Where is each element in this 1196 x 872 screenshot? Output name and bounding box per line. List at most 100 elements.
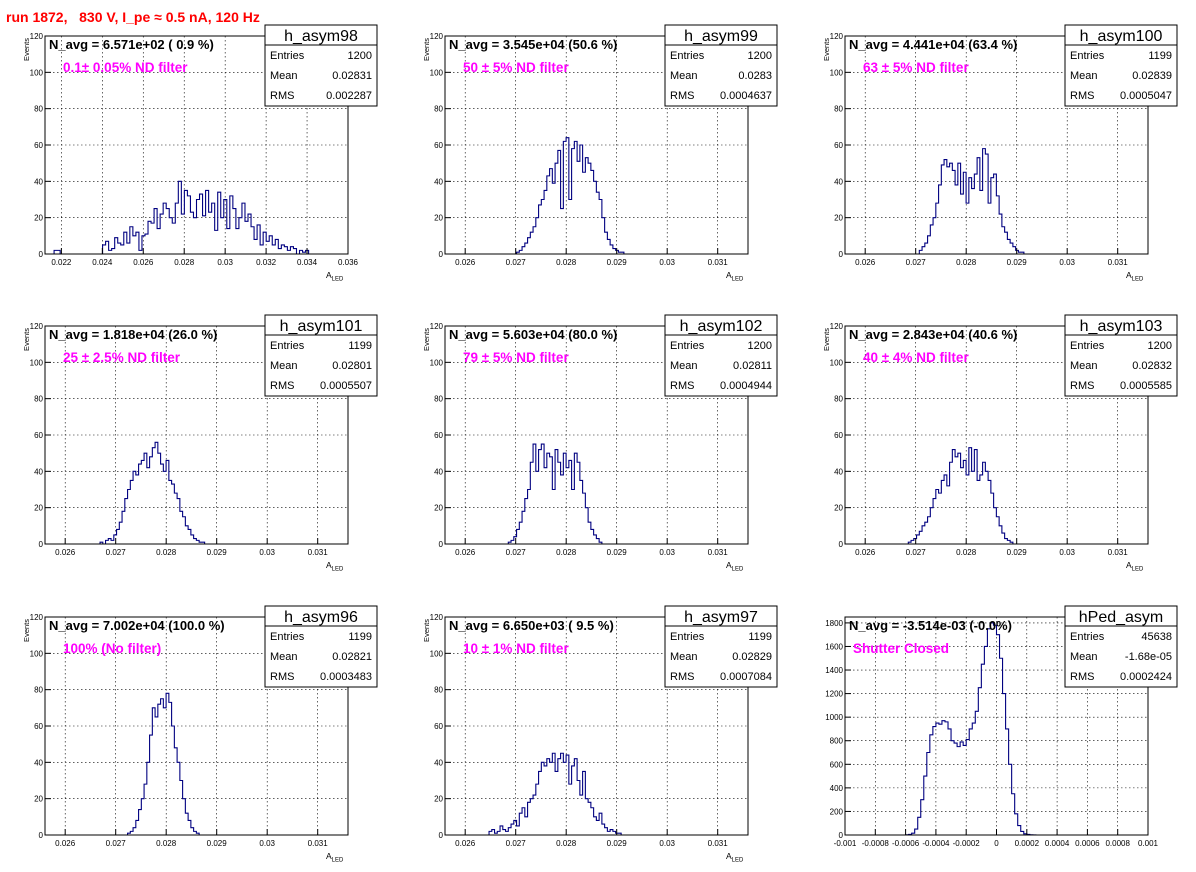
stats-value-entries: 1199: [748, 631, 772, 643]
histogram-name: h_asym101: [280, 318, 363, 335]
x-tick-label: 0.0006: [1075, 839, 1100, 848]
filter-annotation: 63 ± 5% ND filter: [863, 60, 969, 75]
histogram-series-line: [445, 752, 748, 836]
x-axis-label-subscript: LED: [1132, 277, 1144, 283]
filter-annotation: 79 ± 5% ND filter: [463, 350, 569, 365]
x-tick-label: 0.026: [855, 548, 876, 557]
y-tick-label: 0: [439, 831, 444, 840]
y-tick-label: 0: [839, 831, 844, 840]
x-tick-label: -0.0008: [862, 839, 890, 848]
stats-value-mean: 0.02801: [332, 360, 372, 372]
x-tick-label: 0.031: [308, 548, 329, 557]
histogram-name: h_asym96: [284, 609, 358, 626]
y-tick-label: 100: [430, 358, 444, 367]
stats-value-mean: 0.02811: [733, 360, 772, 372]
stats-label-mean: Mean: [270, 70, 298, 82]
stats-label-mean: Mean: [270, 360, 298, 372]
y-tick-label: 80: [434, 395, 443, 404]
x-tick-label: 0.029: [207, 839, 228, 848]
y-tick-label: 40: [34, 177, 43, 186]
navg-label: N_avg = 1.818e+04 (26.0 %): [49, 327, 217, 342]
x-tick-label: 0.028: [556, 839, 577, 848]
stats-value-mean: -1.68e-05: [1125, 651, 1172, 663]
x-tick-label: 0.029: [1007, 258, 1028, 267]
stats-value-rms: 0.0002424: [1120, 671, 1172, 683]
x-tick-label: 0.03: [1059, 258, 1075, 267]
y-tick-label: 40: [834, 467, 843, 476]
y-tick-label: 80: [834, 395, 843, 404]
navg-label: N_avg = 5.603e+04 (80.0 %): [449, 327, 617, 342]
stats-value-entries: 1200: [1148, 340, 1172, 352]
y-tick-label: 0: [439, 540, 444, 549]
x-tick-label: 0.028: [956, 548, 977, 557]
x-tick-label: 0.029: [207, 548, 228, 557]
histogram-pad-hPed_asym: -0.001 -0.0008 -0.0006 -0.0004 -0.0002 0 0.000…: [825, 605, 1178, 848]
y-tick-label: 80: [434, 686, 443, 695]
stats-label-mean: Mean: [670, 70, 698, 82]
x-tick-label: 0.028: [956, 258, 977, 267]
stats-label-rms: RMS: [270, 671, 294, 683]
y-tick-label: 100: [430, 649, 444, 658]
stats-label-rms: RMS: [270, 380, 294, 392]
x-axis-label-subscript: LED: [332, 277, 344, 283]
x-tick-label: 0.027: [906, 548, 927, 557]
histogram-pad-h_asym98: 0.022 0.024 0.026 0.028 0.03 0.032 0.034 0.036 0…: [22, 24, 378, 283]
y-tick-label: 40: [434, 177, 443, 186]
x-tick-label: -0.0004: [922, 839, 950, 848]
x-axis-label: ALED: [326, 560, 344, 573]
x-tick-label: 0.03: [659, 548, 675, 557]
y-tick-label: 1600: [825, 642, 843, 651]
x-tick-label: 0.027: [106, 839, 127, 848]
y-tick-label: 80: [34, 395, 43, 404]
y-axis-label: Events: [22, 619, 31, 642]
histogram-series-line: [845, 148, 1148, 255]
y-tick-label: 40: [34, 467, 43, 476]
y-tick-label: 20: [434, 214, 443, 223]
y-tick-label: 600: [830, 760, 844, 769]
y-tick-label: 400: [830, 784, 844, 793]
histogram-series-line: [445, 443, 748, 545]
stats-box: [664, 24, 778, 107]
x-tick-label: 0.001: [1138, 839, 1159, 848]
navg-label: N_avg = 7.002e+04 (100.0 %): [49, 618, 225, 633]
stats-box: [264, 605, 378, 688]
stats-value-rms: 0.0007084: [720, 671, 772, 683]
x-axis-label-subscript: LED: [1132, 567, 1144, 573]
histogram-pad-h_asym102: 0.026 0.027 0.028 0.029 0.03 0.031 0 20 40 60 80 10…: [422, 314, 778, 573]
x-tick-label: 0.03: [659, 258, 675, 267]
y-tick-label: 20: [434, 504, 443, 513]
y-tick-label: 100: [30, 649, 44, 658]
y-tick-label: 60: [834, 141, 843, 150]
x-tick-label: 0.0004: [1045, 839, 1070, 848]
filter-annotation: 0.1± 0.05% ND filter: [63, 60, 188, 75]
y-tick-label: 0: [39, 831, 44, 840]
y-axis-label: Events: [822, 328, 831, 351]
x-tick-label: 0.028: [174, 258, 195, 267]
x-tick-label: 0.03: [259, 839, 275, 848]
x-axis-label-subscript: LED: [332, 567, 344, 573]
stats-box: [264, 314, 378, 397]
y-tick-label: 20: [834, 214, 843, 223]
y-tick-label: 1400: [825, 666, 843, 675]
x-tick-label: 0.0008: [1105, 839, 1130, 848]
stats-value-rms: 0.0005585: [1120, 380, 1172, 392]
stats-box: [1064, 605, 1178, 688]
stats-label-rms: RMS: [670, 671, 694, 683]
y-tick-label: 60: [34, 431, 43, 440]
y-axis-label: Events: [822, 38, 831, 61]
y-tick-label: 120: [830, 322, 844, 331]
navg-label: N_avg = 2.843e+04 (40.6 %): [849, 327, 1017, 342]
y-axis-label: Events: [22, 328, 31, 351]
filter-annotation: 10 ± 1% ND filter: [463, 641, 569, 656]
x-tick-label: 0.022: [51, 258, 72, 267]
y-tick-label: 0: [839, 250, 844, 259]
stats-value-rms: 0.0003483: [320, 671, 372, 683]
y-tick-label: 80: [434, 105, 443, 114]
x-tick-label: 0.026: [455, 258, 476, 267]
y-tick-label: 60: [434, 141, 443, 150]
stats-value-entries: 1199: [348, 631, 372, 643]
stats-box: [264, 24, 378, 107]
y-tick-label: 100: [30, 68, 44, 77]
y-tick-label: 120: [30, 32, 44, 41]
